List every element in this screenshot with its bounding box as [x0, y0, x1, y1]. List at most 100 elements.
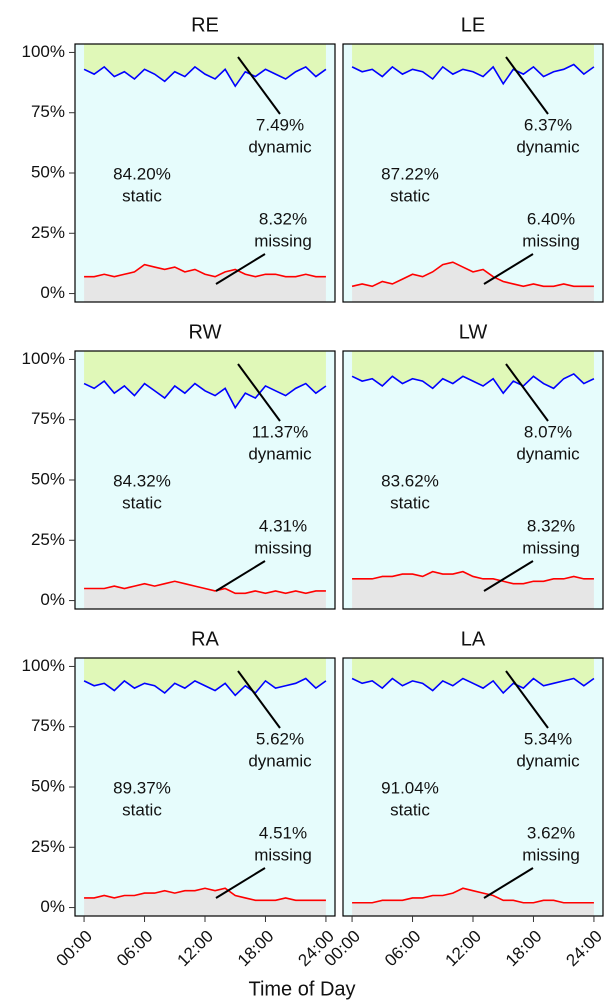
y-tick-label: 0%: [40, 590, 65, 609]
series-line: [351, 372, 595, 395]
plot-background: [75, 44, 335, 302]
dynamic-annotation: dynamic: [248, 444, 312, 463]
x-tick-label: 18:00: [234, 927, 278, 971]
missing-annotation: 8.32%: [259, 209, 307, 228]
panel-title: LE: [461, 14, 485, 36]
static-annotation: static: [390, 186, 430, 205]
x-tick-label: 00:00: [53, 927, 97, 971]
x-tick-label: 06:00: [113, 927, 157, 971]
missing-annotation: missing: [522, 538, 580, 557]
plot-background: [343, 658, 603, 916]
static-annotation: 91.04%: [381, 778, 439, 797]
y-tick-label: 0%: [40, 283, 65, 302]
dynamic-annotation: dynamic: [516, 751, 580, 770]
missing-area: [84, 264, 326, 302]
series-line: [84, 580, 326, 595]
static-annotation: 84.20%: [113, 164, 171, 183]
missing-area: [352, 888, 594, 916]
y-tick-label: 100%: [22, 349, 65, 368]
static-annotation: 87.22%: [381, 164, 439, 183]
dynamic-annotation: 6.37%: [524, 115, 572, 134]
missing-annotation: missing: [254, 845, 312, 864]
missing-annotation: 3.62%: [527, 823, 575, 842]
annotation-arrow: [215, 867, 266, 899]
missing-annotation: 8.32%: [527, 516, 575, 535]
x-tick-label: 12:00: [441, 927, 485, 971]
static-annotation: 84.32%: [113, 471, 171, 490]
dynamic-area: [352, 351, 594, 394]
y-tick-label: 25%: [31, 837, 65, 856]
dynamic-area: [84, 44, 326, 87]
plot-background: [343, 351, 603, 609]
dynamic-area: [84, 351, 326, 408]
annotation-arrow: [483, 867, 534, 899]
missing-annotation: 4.51%: [259, 823, 307, 842]
plot-area: [83, 658, 327, 916]
y-tick-label: 50%: [31, 776, 65, 795]
plot-area: [83, 44, 327, 302]
missing-area: [84, 581, 326, 609]
missing-area: [84, 888, 326, 916]
x-axis-label: Time of Day: [248, 978, 355, 1000]
missing-annotation: 6.40%: [527, 209, 575, 228]
series-line: [84, 887, 326, 902]
plot-background: [75, 658, 335, 916]
missing-annotation: missing: [254, 538, 312, 557]
missing-annotation: missing: [522, 845, 580, 864]
series-line: [83, 380, 327, 410]
plot-background: [343, 44, 603, 302]
panel-border: [342, 350, 604, 610]
y-tick-label: 75%: [31, 716, 65, 735]
dynamic-area: [352, 658, 594, 693]
dynamic-annotation: 8.07%: [524, 422, 572, 441]
series-line: [84, 263, 326, 278]
annotation-arrow: [237, 670, 281, 729]
x-tick-label: 24:00: [562, 927, 605, 971]
annotation-arrow: [215, 560, 266, 592]
dynamic-annotation: 5.34%: [524, 729, 572, 748]
y-tick-label: 0%: [40, 897, 65, 916]
dynamic-annotation: 5.62%: [256, 729, 304, 748]
panel-title: LW: [459, 321, 488, 343]
dynamic-area: [352, 44, 594, 84]
plot-area: [351, 351, 595, 609]
dynamic-annotation: 7.49%: [256, 115, 304, 134]
plot-area: [351, 658, 595, 916]
dynamic-annotation: dynamic: [516, 444, 580, 463]
y-tick-label: 100%: [22, 656, 65, 675]
series-line: [83, 65, 327, 88]
dynamic-annotation: 11.37%: [252, 422, 308, 441]
static-annotation: 89.37%: [113, 778, 171, 797]
panel-title: RE: [191, 14, 219, 36]
static-annotation: 83.62%: [381, 471, 439, 490]
panel-title: RA: [191, 628, 219, 650]
y-tick-label: 25%: [31, 530, 65, 549]
missing-annotation: missing: [254, 231, 312, 250]
static-annotation: static: [122, 800, 162, 819]
static-annotation: static: [122, 186, 162, 205]
static-annotation: static: [390, 800, 430, 819]
series-line: [351, 63, 595, 86]
annotation-arrow: [483, 560, 534, 592]
series-line: [352, 570, 594, 585]
plot-area: [83, 351, 327, 609]
annotation-arrow: [215, 253, 266, 285]
annotation-arrow: [483, 253, 534, 285]
plot-area: [351, 44, 595, 302]
missing-area: [352, 262, 594, 302]
missing-annotation: 4.31%: [259, 516, 307, 535]
y-tick-label: 100%: [22, 42, 65, 61]
annotation-arrow: [505, 56, 549, 115]
y-tick-label: 75%: [31, 102, 65, 121]
panel-border: [342, 43, 604, 303]
x-tick-label: 06:00: [381, 927, 425, 971]
y-tick-label: 75%: [31, 409, 65, 428]
annotation-arrow: [237, 56, 281, 115]
missing-area: [352, 571, 594, 609]
series-line: [352, 887, 594, 904]
static-annotation: static: [390, 493, 430, 512]
x-tick-label: 12:00: [173, 927, 217, 971]
dynamic-annotation: dynamic: [248, 137, 312, 156]
